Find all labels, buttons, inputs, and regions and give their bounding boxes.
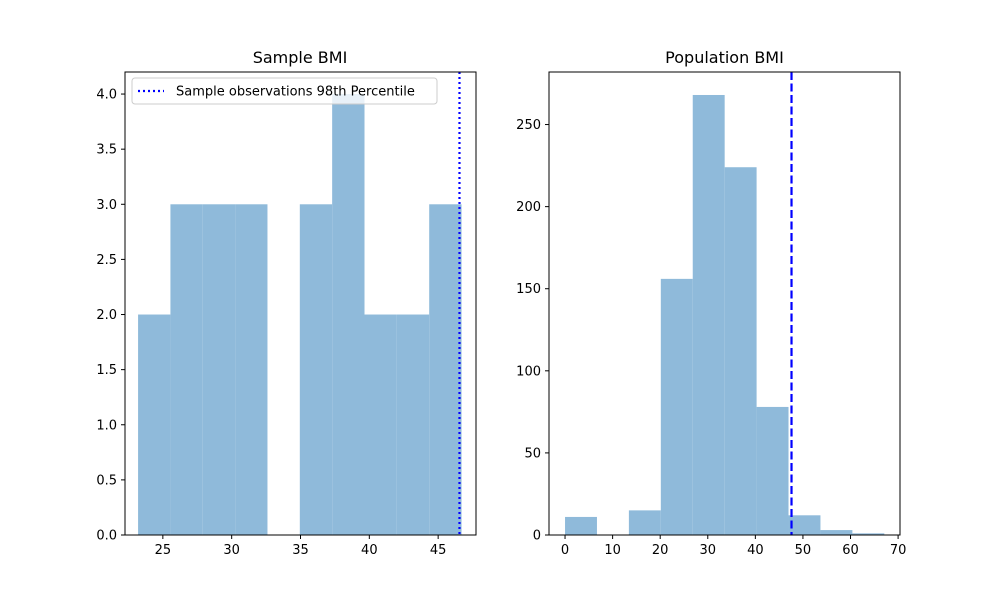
- population-bmi-bars: [565, 94, 885, 536]
- population-bmi-y-ticks: 0 50 100 150 200 250: [516, 118, 549, 544]
- population-bmi-panel: Population BMI 0 10 20 30 40 50 60 70 0 50 100 150…: [516, 48, 906, 558]
- population-bmi-x-tick-label: 40: [747, 543, 764, 558]
- population-bmi-y-tick-label: 100: [516, 364, 541, 379]
- population-bmi-x-tick-label: 0: [561, 543, 569, 558]
- sample-bmi-y-tick-label: 1.5: [96, 363, 117, 378]
- sample-bmi-bars: [138, 94, 462, 536]
- population-bmi-bar-7: [788, 515, 821, 535]
- sample-bmi-bar-3: [235, 204, 268, 536]
- population-bmi-y-tick-label: 250: [516, 118, 541, 133]
- population-bmi-bar-8: [820, 530, 853, 535]
- sample-bmi-panel: Sample BMI 25 30 35 40 45 0.0 0.5 1.0 1.5 2.0 2.5…: [96, 48, 477, 558]
- population-bmi-x-tick-label: 70: [890, 543, 907, 558]
- population-bmi-title: Population BMI: [665, 48, 784, 67]
- population-bmi-y-tick-label: 200: [516, 200, 541, 215]
- sample-bmi-bar-6: [332, 94, 365, 536]
- population-bmi-x-tick-label: 30: [700, 543, 717, 558]
- population-bmi-bar-5: [724, 167, 757, 536]
- sample-bmi-bar-5: [299, 204, 333, 536]
- population-bmi-bar-4: [692, 94, 725, 536]
- sample-bmi-y-tick-label: 3.0: [96, 198, 117, 213]
- population-bmi-x-ticks: 0 10 20 30 40 50 60 70: [561, 535, 906, 558]
- sample-bmi-y-tick-label: 4.0: [96, 88, 117, 103]
- population-bmi-axes-frame: [548, 71, 901, 536]
- sample-bmi-y-tick-label: 0.0: [96, 529, 117, 544]
- sample-bmi-y-tick-label: 2.5: [96, 253, 117, 268]
- sample-bmi-bar-9: [429, 204, 462, 536]
- sample-bmi-y-tick-label: 0.5: [96, 473, 117, 488]
- population-bmi-bar-6: [756, 406, 789, 535]
- sample-bmi-title: Sample BMI: [253, 48, 348, 67]
- sample-bmi-y-tick-label: 2.0: [96, 308, 117, 323]
- sample-bmi-bar-7: [364, 314, 397, 535]
- population-bmi-bar-0: [565, 516, 597, 535]
- sample-bmi-y-tick-label: 3.5: [96, 143, 117, 158]
- legend: Sample observations 98th Percentile: [131, 77, 438, 105]
- sample-bmi-bar-1: [170, 204, 203, 536]
- sample-bmi-bar-2: [202, 204, 236, 536]
- sample-bmi-bar-8: [396, 314, 430, 535]
- legend-box: [131, 77, 438, 105]
- sample-bmi-x-tick-label: 45: [430, 543, 447, 558]
- population-bmi-x-tick-label: 60: [842, 543, 859, 558]
- sample-bmi-y-ticks: 0.0 0.5 1.0 1.5 2.0 2.5 3.0 3.5 4.0: [96, 88, 125, 544]
- population-bmi-x-tick-label: 50: [795, 543, 812, 558]
- population-bmi-y-tick-label: 150: [516, 282, 541, 297]
- sample-bmi-y-tick-label: 1.0: [96, 418, 117, 433]
- sample-bmi-x-tick-label: 35: [292, 543, 309, 558]
- population-bmi-x-tick-label: 10: [604, 543, 621, 558]
- population-bmi-bar-2: [628, 510, 661, 535]
- sample-bmi-x-tick-label: 40: [361, 543, 378, 558]
- sample-bmi-x-tick-label: 30: [223, 543, 240, 558]
- sample-bmi-x-tick-label: 25: [155, 543, 172, 558]
- legend-label: Sample observations 98th Percentile: [176, 85, 415, 100]
- sample-bmi-bar-0: [138, 314, 171, 535]
- population-bmi-x-tick-label: 20: [652, 543, 669, 558]
- sample-bmi-x-ticks: 25 30 35 40 45: [155, 535, 447, 558]
- population-bmi-y-tick-label: 0: [533, 529, 541, 544]
- population-bmi-y-tick-label: 50: [524, 446, 541, 461]
- population-bmi-bar-3: [660, 278, 693, 535]
- population-bmi-bar-9: [852, 533, 885, 535]
